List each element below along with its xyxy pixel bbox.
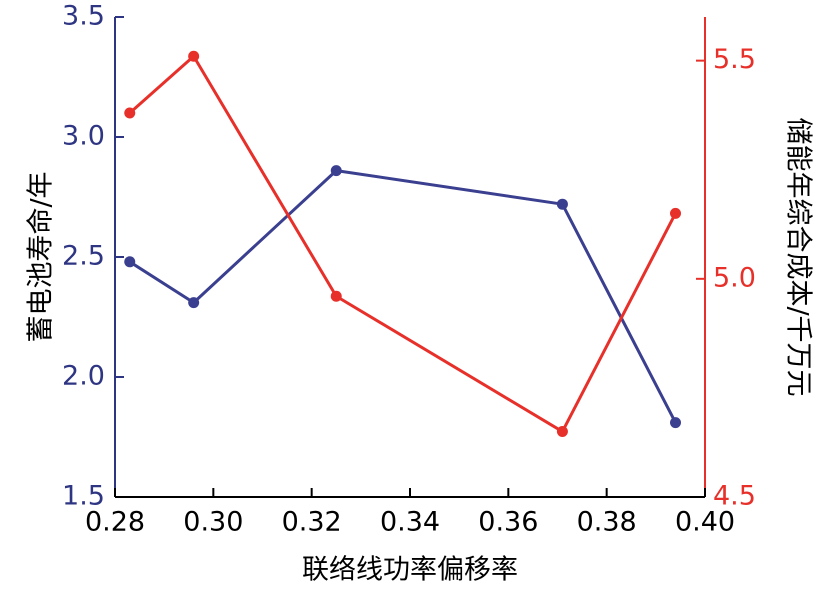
data-point-right — [330, 290, 342, 302]
data-point-right — [188, 50, 200, 62]
x-tick-label: 0.32 — [282, 507, 342, 538]
data-point-left — [330, 165, 342, 177]
left-tick-label: 3.5 — [62, 1, 105, 32]
x-tick-label: 0.30 — [183, 507, 243, 538]
x-tick-label: 0.40 — [675, 507, 735, 538]
x-tick-label: 0.28 — [85, 507, 145, 538]
x-tick-label: 0.36 — [478, 507, 538, 538]
data-point-left — [124, 256, 136, 268]
left-axis-title: 蓄电池寿命/年 — [26, 171, 57, 342]
right-axis-title: 储能年综合成本/千万元 — [783, 117, 814, 396]
data-point-right — [556, 426, 568, 438]
x-axis-title: 联络线功率偏移率 — [302, 555, 518, 586]
right-tick-label: 4.5 — [713, 481, 756, 512]
series-layer — [124, 50, 681, 438]
data-point-left — [556, 198, 568, 210]
x-tick-label: 0.38 — [577, 507, 637, 538]
left-tick-label: 2.5 — [62, 241, 105, 272]
x-tick-label: 0.34 — [380, 507, 440, 538]
series-line-left — [128, 169, 677, 424]
right-tick-label: 5.0 — [713, 262, 756, 293]
series-line-right — [128, 54, 677, 434]
right-y-axis: 4.5 5.0 5.5 储能年综合成本/千万元 — [696, 17, 814, 512]
left-tick-label: 3.0 — [62, 121, 105, 152]
data-point-right — [124, 107, 136, 119]
data-point-right — [670, 207, 681, 219]
x-axis: 0.28 0.30 0.32 0.34 0.36 0.38 0.40 联络线功率偏移率 — [85, 488, 735, 586]
right-tick-label: 5.5 — [713, 44, 756, 75]
left-y-axis: 1.5 2.0 2.5 3.0 3.5 蓄电池寿命/年 — [26, 1, 124, 512]
data-point-left — [670, 417, 681, 429]
left-tick-label: 2.0 — [62, 361, 105, 392]
data-point-left — [188, 297, 200, 309]
left-tick-label: 1.5 — [62, 481, 105, 512]
